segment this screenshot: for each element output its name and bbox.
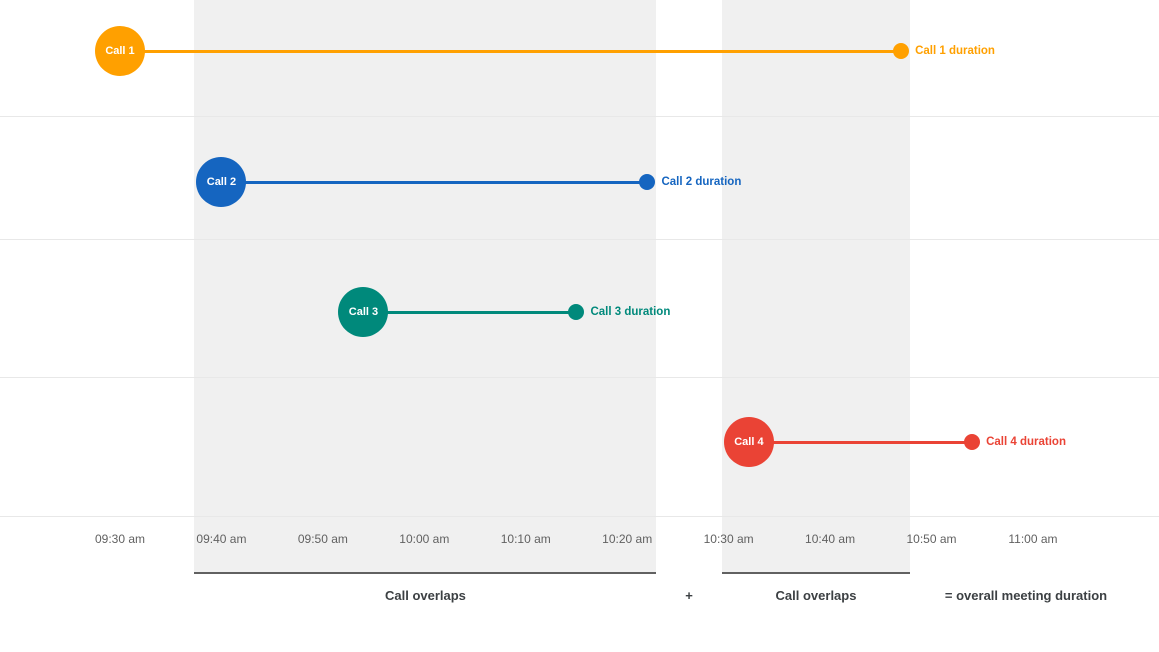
- x-axis-tick-label: 10:10 am: [500, 532, 551, 546]
- call-name-label: Call 1: [105, 45, 135, 57]
- call-duration-line: [120, 49, 902, 53]
- call-end-dot: [893, 43, 910, 59]
- call-duration-label: Call 3 duration: [590, 306, 671, 318]
- overlap-region: [721, 0, 911, 572]
- call-duration-line: [748, 440, 973, 444]
- x-axis-tick-label: 10:50 am: [906, 532, 957, 546]
- gridline: [0, 377, 1159, 378]
- call-start-circle: Call 1: [95, 26, 145, 76]
- call-end-dot: [639, 174, 656, 190]
- call-start-circle: Call 2: [196, 157, 247, 207]
- call-duration-line: [221, 180, 648, 184]
- x-axis-tick-label: 09:40 am: [196, 532, 247, 546]
- x-axis-tick-label: 10:20 am: [602, 532, 653, 546]
- call-duration-label: Call 2 duration: [661, 176, 742, 188]
- gridline: [0, 116, 1159, 117]
- call-end-dot: [568, 304, 585, 320]
- x-axis-tick-label: 10:40 am: [805, 532, 856, 546]
- call-name-label: Call 3: [348, 306, 379, 318]
- x-axis-tick-label: 10:30 am: [703, 532, 754, 546]
- overlap-region-label: Call overlaps: [384, 588, 466, 603]
- overlap-region: [194, 0, 657, 572]
- call-duration-label: Call 1 duration: [915, 45, 995, 57]
- call-start-circle: Call 4: [723, 417, 774, 467]
- call-name-label: Call 4: [734, 436, 764, 448]
- call-name-label: Call 2: [206, 176, 237, 188]
- overlap-region-label: Call overlaps: [775, 588, 857, 603]
- plus-sign: +: [685, 588, 693, 603]
- call-start-circle: Call 3: [338, 287, 389, 337]
- x-axis-tick-label: 09:30 am: [94, 532, 146, 546]
- gridline: [0, 239, 1159, 240]
- call-duration-label: Call 4 duration: [986, 436, 1066, 448]
- call-duration-line: [363, 310, 577, 314]
- x-axis-tick-label: 09:50 am: [297, 532, 348, 546]
- call-end-dot: [964, 434, 981, 450]
- overall-duration-annotation: = overall meeting duration: [944, 588, 1108, 603]
- x-axis-tick-label: 11:00 am: [1008, 532, 1058, 546]
- x-axis-tick-label: 10:00 am: [399, 532, 450, 546]
- overlap-underline: [194, 572, 657, 574]
- gridline: [0, 516, 1159, 517]
- overlap-underline: [721, 572, 911, 574]
